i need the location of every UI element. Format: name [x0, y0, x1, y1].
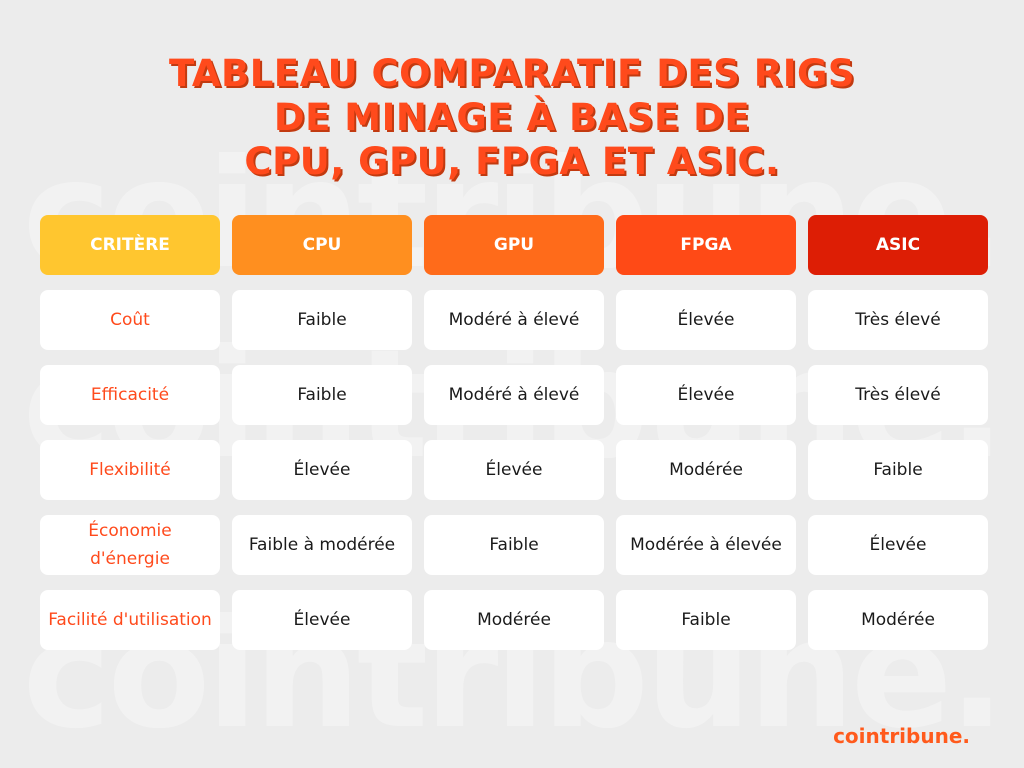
- page-title: TABLEAU COMPARATIF DES RIGS DE MINAGE À …: [0, 52, 1024, 184]
- header-fpga: FPGA: [616, 215, 796, 275]
- title-line-2: DE MINAGE À BASE DE: [273, 96, 751, 139]
- row-energy-gpu: Faible: [424, 515, 604, 575]
- header-asic: ASIC: [808, 215, 988, 275]
- row-usability-fpga: Faible: [616, 590, 796, 650]
- title-line-1: TABLEAU COMPARATIF DES RIGS: [169, 52, 855, 95]
- header-cpu: CPU: [232, 215, 412, 275]
- header-criterion: CRITÈRE: [40, 215, 220, 275]
- row-energy-cpu: Faible à modérée: [232, 515, 412, 575]
- row-cost-gpu: Modéré à élevé: [424, 290, 604, 350]
- row-cost-fpga: Élevée: [616, 290, 796, 350]
- row-usability-cpu: Élevée: [232, 590, 412, 650]
- row-energy-fpga: Modérée à élevée: [616, 515, 796, 575]
- row-cost-cpu: Faible: [232, 290, 412, 350]
- row-flexibility-criterion: Flexibilité: [40, 440, 220, 500]
- header-gpu: GPU: [424, 215, 604, 275]
- row-efficiency-gpu: Modéré à élevé: [424, 365, 604, 425]
- row-energy-criterion: Économie d'énergie: [40, 515, 220, 575]
- row-usability-gpu: Modérée: [424, 590, 604, 650]
- row-cost-asic: Très élevé: [808, 290, 988, 350]
- row-efficiency-criterion: Efficacité: [40, 365, 220, 425]
- row-efficiency-fpga: Élevée: [616, 365, 796, 425]
- row-energy-asic: Élevée: [808, 515, 988, 575]
- row-cost-criterion: Coût: [40, 290, 220, 350]
- row-usability-asic: Modérée: [808, 590, 988, 650]
- row-efficiency-cpu: Faible: [232, 365, 412, 425]
- row-flexibility-gpu: Élevée: [424, 440, 604, 500]
- brand-logo-text: cointribune.: [833, 724, 970, 748]
- comparison-table: CRITÈRE CPU GPU FPGA ASIC Coût Faible Mo…: [40, 215, 988, 650]
- row-efficiency-asic: Très élevé: [808, 365, 988, 425]
- title-line-3: CPU, GPU, FPGA ET ASIC.: [244, 140, 780, 183]
- row-flexibility-fpga: Modérée: [616, 440, 796, 500]
- row-flexibility-cpu: Élevée: [232, 440, 412, 500]
- row-flexibility-asic: Faible: [808, 440, 988, 500]
- row-usability-criterion: Facilité d'utilisation: [40, 590, 220, 650]
